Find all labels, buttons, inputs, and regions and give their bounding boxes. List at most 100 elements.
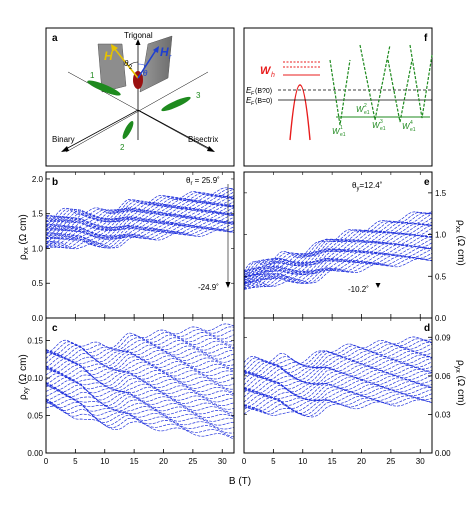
series-line [244,347,432,376]
x-tick-label: 0 [242,457,247,466]
x-tick-label: 25 [386,457,395,466]
series-line [46,203,234,231]
panel-b-curves [46,187,234,250]
series-line [244,224,432,278]
x-tick-label: 25 [188,457,197,466]
series-line [46,399,234,434]
series-line [244,399,432,418]
electron-pocket-2 [122,121,134,139]
panel-f: f W h E F (B?0) E F (B=0) W e1 1 W e1 2 … [243,27,433,167]
y-tick-label: 0.10 [27,374,43,383]
series-line [46,188,234,222]
x-tick-label: 5 [271,457,276,466]
y-tick-label: 1.5 [32,210,44,219]
series-line [46,393,234,417]
bisectrix-label: Bisectrix [188,135,218,144]
series-line [46,388,234,410]
electron-pocket-1 [87,80,121,96]
bisectrix-arrow-icon [207,146,215,152]
panel-c-curves [46,323,234,440]
binary-axis [63,109,139,151]
series-line [46,385,234,406]
panel-d-x-ticks: 0 5 10 15 20 25 30 [242,318,425,466]
panel-c-y-ticks: 0.00 0.05 0.10 0.15 [27,337,234,458]
series-line [46,221,234,248]
y-tick-label: 0.5 [435,272,447,281]
series-line [46,343,234,365]
series-line [244,393,432,414]
panel-a: a Trigonal Binary Bisectrix 1 2 3 H H [45,27,235,167]
series-line [244,365,432,391]
y-tick-label: 0.0 [435,314,447,323]
x-tick-label: 0 [44,457,49,466]
series-line [244,238,432,280]
w4-subscript: e1 [410,127,416,133]
electron-band-2 [359,44,391,121]
wh-subscript: h [271,72,275,79]
panel-d-curves [244,336,432,418]
panel-c-frame [45,317,235,454]
series-line [46,220,234,248]
series-line [244,211,432,276]
rotation-plane-left [97,43,127,93]
series-line [46,368,234,384]
panel-b-arrow-icon [225,282,231,288]
series-line [244,211,432,273]
pocket-label-1: 1 [90,71,95,80]
panel-b-ylabel: ρxx (Ω cm) [18,214,30,260]
w4-label: W [402,122,411,131]
panel-e-curves [244,211,432,290]
series-line [244,352,432,379]
panel-c-x-ticks: 0 5 10 15 20 25 30 [44,318,227,466]
series-line [46,212,234,240]
panel-b-y-ticks: 0.0 0.5 1.0 1.5 2.0 [32,172,234,323]
panel-f-frame [243,27,433,167]
x-tick-label: 30 [416,457,425,466]
binary-label: Binary [52,135,75,144]
series-line [46,357,234,372]
y-tick-label: 0.15 [27,337,43,346]
theta2-arc [127,61,139,67]
electron-band-4 [409,44,433,119]
ef-0-subscript: F [251,101,255,107]
panel-e-angle-bottom: -10.2˚ [348,285,369,294]
ef-b-text: (B?0) [255,88,272,95]
series-line [46,381,234,401]
x-tick-label: 15 [328,457,337,466]
field-hr-subscript: r [169,54,172,61]
series-line [46,195,234,223]
panel-c-ylabel: ρxy (Ω cm) [18,354,30,400]
series-line [244,245,432,288]
pocket-label-3: 3 [196,91,201,100]
panel-e-ylabel: ρxx (Ω cm) [454,220,466,266]
series-line [46,210,234,239]
series-line [244,356,432,383]
x-axis-label: B (T) [229,476,251,487]
w3-superscript: 3 [380,119,383,125]
w1-superscript: 1 [340,125,343,131]
theta2-subscript: 2 [129,65,133,71]
field-h-arrow-icon [111,44,118,52]
y-tick-label: 0.0 [32,314,44,323]
trigonal-label: Trigonal [124,31,153,40]
series-line [46,372,234,389]
trigonal-arrow-icon [135,39,141,45]
series-line [46,398,234,426]
series-line [244,367,432,392]
series-line [46,203,234,231]
series-line [244,387,432,409]
w1-subscript: e1 [340,132,346,138]
series-line [46,340,234,362]
field-h-label: H [104,49,113,63]
series-line [244,212,432,279]
series-line [244,257,432,287]
w2-superscript: 2 [364,103,367,109]
x-tick-label: 10 [100,457,109,466]
panel-d-frame [243,317,433,454]
ef-0-label: E [246,96,252,105]
theta2-label: θ [124,59,129,68]
series-line [46,326,234,354]
w1-label: W [332,127,341,136]
y-tick-label: 0.09 [435,333,451,342]
series-line [244,223,432,274]
